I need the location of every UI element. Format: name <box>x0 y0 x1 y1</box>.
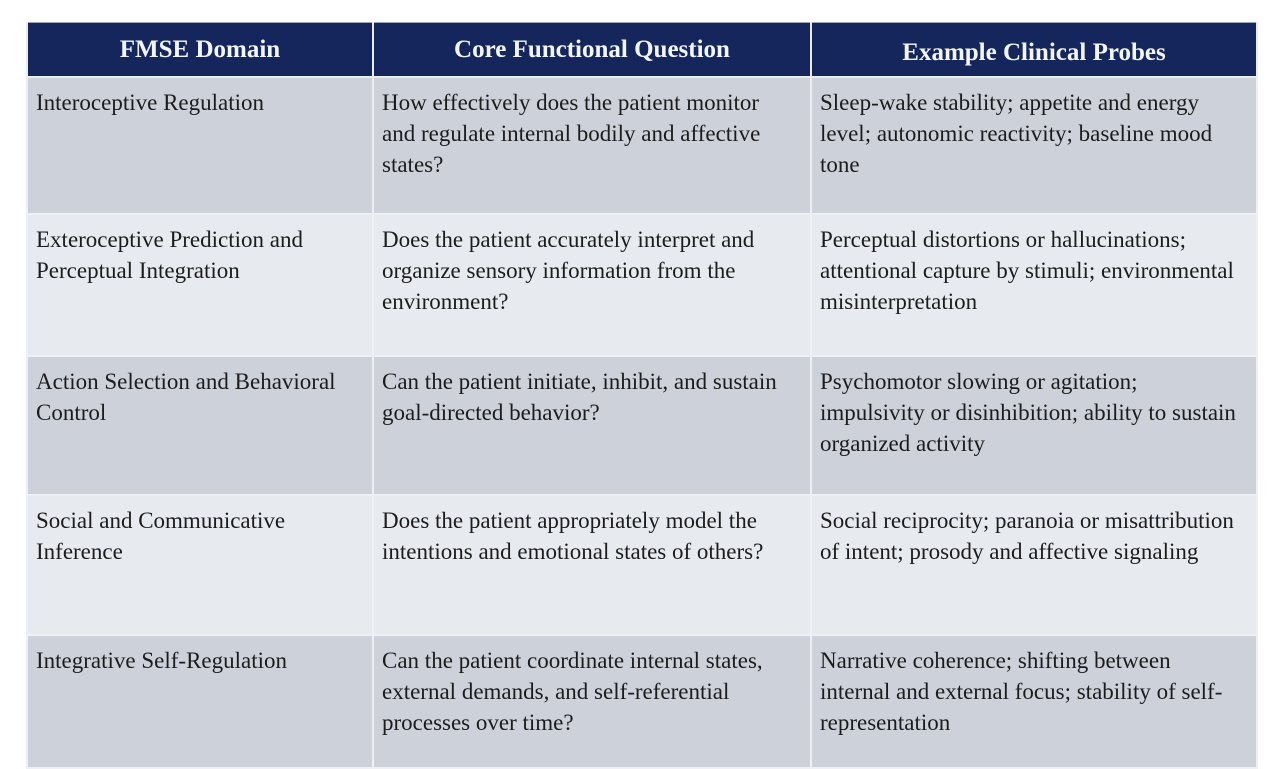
cell-question: Does the patient accurately interpret an… <box>372 213 812 357</box>
table-row: Interoceptive Regulation How effectively… <box>26 76 1258 215</box>
cell-question: Can the patient coordinate internal stat… <box>372 634 812 769</box>
cell-probes: Perceptual distortions or hallucinations… <box>810 213 1258 357</box>
cell-probes: Social reciprocity; paranoia or misattri… <box>810 494 1258 636</box>
slide-canvas: FMSE Domain Core Functional Question Exa… <box>26 22 1258 769</box>
column-header-fmse-domain: FMSE Domain <box>26 22 374 78</box>
table-row: Integrative Self-Regulation Can the pati… <box>26 634 1258 769</box>
cell-domain: Exteroceptive Prediction and Perceptual … <box>26 213 374 357</box>
cell-question: Can the patient initiate, inhibit, and s… <box>372 355 812 496</box>
column-header-core-functional-question: Core Functional Question <box>372 22 812 78</box>
table-header-row: FMSE Domain Core Functional Question Exa… <box>26 22 1258 78</box>
table-row: Social and Communicative Inference Does … <box>26 494 1258 636</box>
cell-question: How effectively does the patient monitor… <box>372 76 812 215</box>
cell-domain: Interoceptive Regulation <box>26 76 374 215</box>
cell-domain: Social and Communicative Inference <box>26 494 374 636</box>
cell-question: Does the patient appropriately model the… <box>372 494 812 636</box>
cell-probes: Narrative coherence; shifting between in… <box>810 634 1258 769</box>
fmse-domain-table: FMSE Domain Core Functional Question Exa… <box>26 22 1258 769</box>
cell-probes: Sleep-wake stability; appetite and energ… <box>810 76 1258 215</box>
table-row: Exteroceptive Prediction and Perceptual … <box>26 213 1258 357</box>
table-row: Action Selection and Behavioral Control … <box>26 355 1258 496</box>
column-header-example-clinical-probes: Example Clinical Probes <box>810 22 1258 78</box>
cell-domain: Integrative Self-Regulation <box>26 634 374 769</box>
cell-domain: Action Selection and Behavioral Control <box>26 355 374 496</box>
cell-probes: Psychomotor slowing or agitation; impuls… <box>810 355 1258 496</box>
